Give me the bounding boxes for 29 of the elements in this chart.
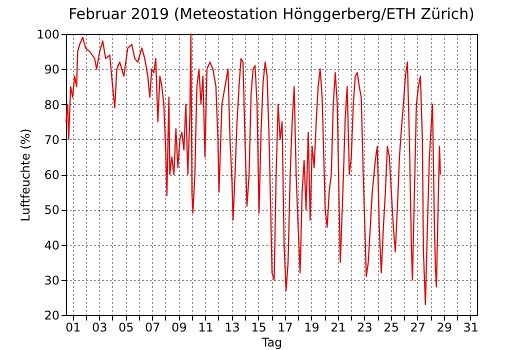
x-tick-label: 25 [384,320,399,334]
x-tick-label: 23 [357,320,372,334]
x-tick-label: 31 [463,320,479,334]
x-tick-label: 15 [251,320,266,334]
x-axis-title: Tag [260,336,282,350]
x-tick-label: 01 [65,320,81,334]
y-tick-label: 80 [44,98,60,112]
x-tick-label: 07 [145,320,160,334]
x-tick-label: 13 [224,320,240,334]
y-tick-label: 70 [44,132,60,147]
y-tick-label: 90 [44,62,60,77]
chart-title: Februar 2019 (Meteostation Hönggerberg/ETH Zürich) [68,5,475,23]
y-axis-title: Luftfeuchte (%) [18,128,33,222]
y-tick-label: 50 [44,203,60,218]
x-tick-label: 11 [198,320,214,334]
x-tick-label: 29 [436,320,452,334]
y-tick-label: 40 [44,238,60,252]
x-tick-label: 05 [118,320,134,334]
x-tick-label: 17 [278,320,293,334]
y-tick-label: 20 [44,308,60,322]
y-tick-label: 100 [36,28,60,42]
x-tick-label: 09 [172,320,187,334]
y-tick-label: 30 [44,273,60,288]
line-series [65,33,442,306]
x-tick-label: 21 [330,320,346,334]
x-tick-label: 03 [92,320,108,334]
y-tick-label: 60 [44,168,60,182]
x-tick-label: 19 [304,320,320,334]
x-tick-label: 27 [410,320,426,334]
